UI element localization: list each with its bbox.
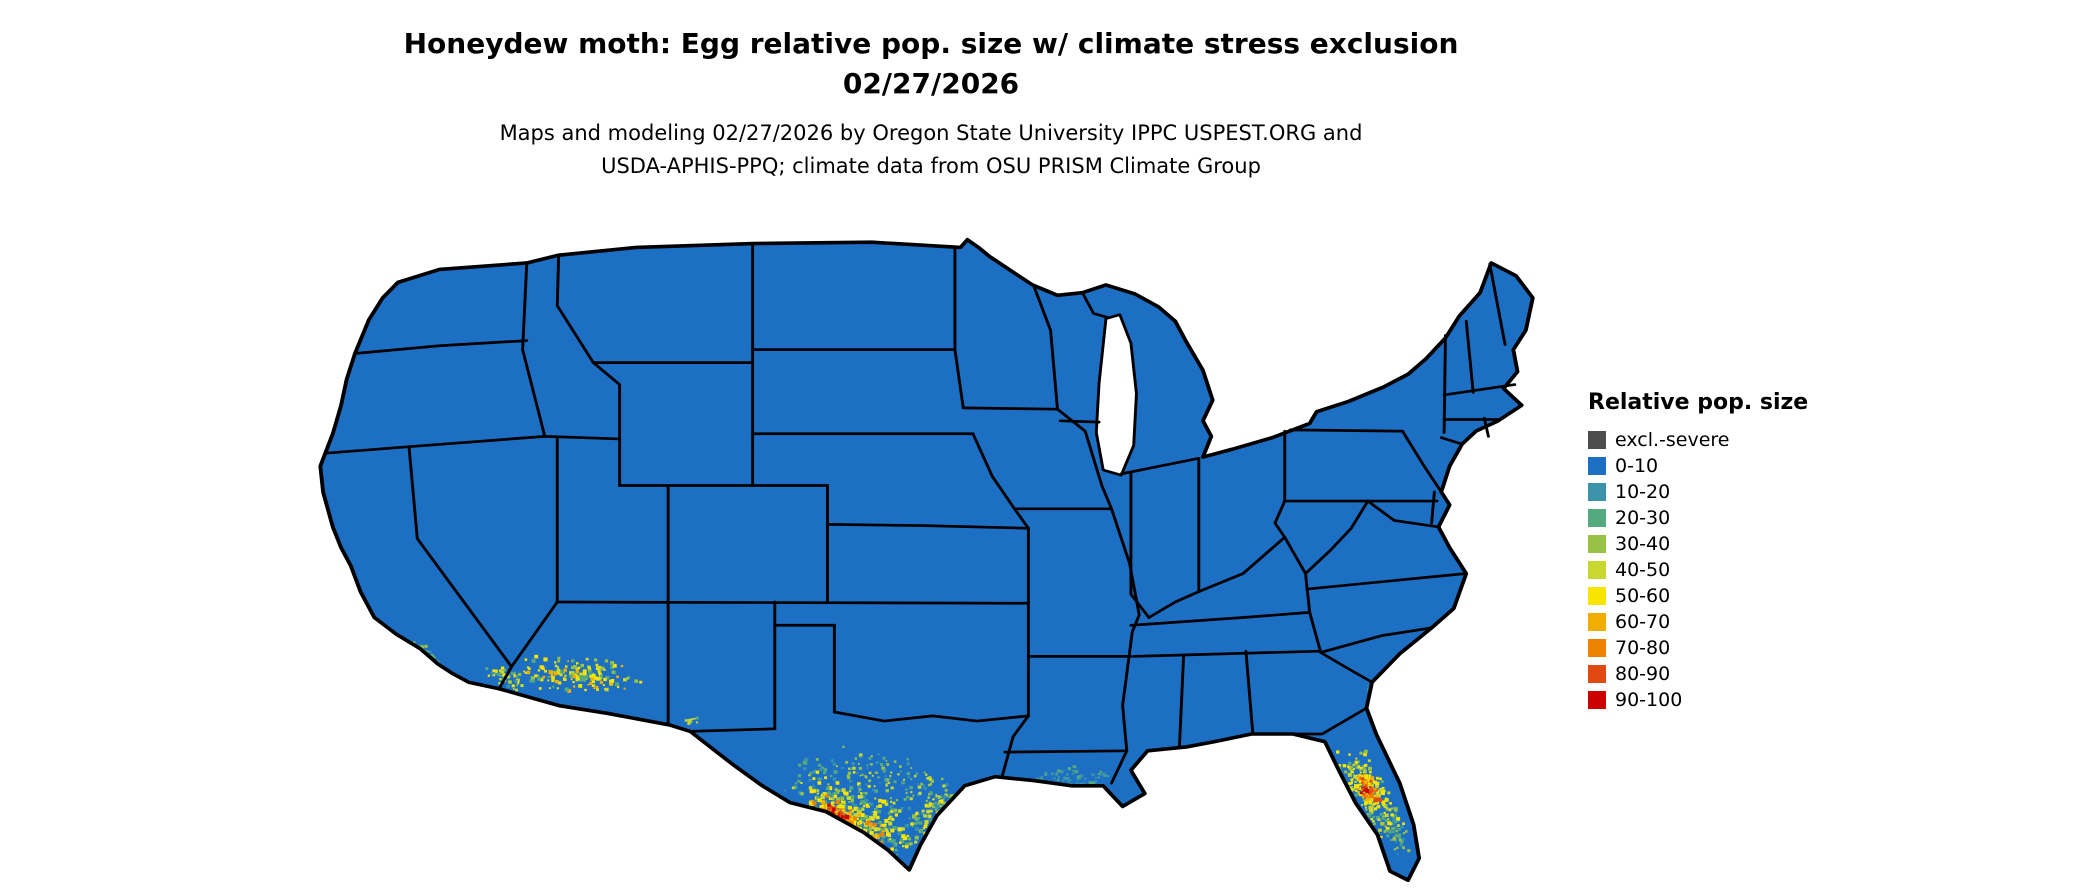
- legend-item: 70-80: [1588, 635, 1808, 661]
- legend-items: excl.-severe 0-10 10-20 20-30 30-40 40-50 50-6…: [1588, 427, 1808, 713]
- legend-item-label: 80-90: [1615, 663, 1671, 685]
- us-map-svg: [318, 237, 1535, 883]
- legend-item: 10-20: [1588, 479, 1808, 505]
- legend-swatch: [1588, 509, 1606, 527]
- legend-item-label: 60-70: [1615, 611, 1671, 633]
- legend-item: excl.-severe: [1588, 427, 1808, 453]
- legend-swatch: [1588, 457, 1606, 475]
- subtitle-line2: USDA-APHIS-PPQ; climate data from OSU PR…: [601, 154, 1261, 178]
- legend-item: 0-10: [1588, 453, 1808, 479]
- legend-item-label: 20-30: [1615, 507, 1671, 529]
- legend-swatch: [1588, 639, 1606, 657]
- legend-swatch: [1588, 613, 1606, 631]
- legend-item: 60-70: [1588, 609, 1808, 635]
- page-title-line1: Honeydew moth: Egg relative pop. size w/…: [403, 27, 1459, 60]
- legend-swatch: [1588, 535, 1606, 553]
- legend-item-label: 50-60: [1615, 585, 1671, 607]
- legend-item-label: 0-10: [1615, 455, 1659, 477]
- legend-item-label: 90-100: [1615, 689, 1683, 711]
- lake-michigan: [1094, 313, 1138, 477]
- legend-swatch: [1588, 691, 1606, 709]
- legend-item: 80-90: [1588, 661, 1808, 687]
- legend-item: 30-40: [1588, 531, 1808, 557]
- page-title-line2: 02/27/2026: [842, 67, 1020, 100]
- legend-swatch: [1588, 431, 1606, 449]
- legend-swatch: [1588, 561, 1606, 579]
- legend-item-label: 10-20: [1615, 481, 1671, 503]
- legend-item-label: 40-50: [1615, 559, 1671, 581]
- legend-swatch: [1588, 483, 1606, 501]
- legend-item: 50-60: [1588, 583, 1808, 609]
- legend-item-label: excl.-severe: [1615, 429, 1730, 451]
- title-block: Honeydew moth: Egg relative pop. size w/…: [311, 24, 1551, 183]
- legend-title: Relative pop. size: [1588, 390, 1809, 415]
- legend-swatch: [1588, 665, 1606, 683]
- legend-item: 20-30: [1588, 505, 1808, 531]
- legend-swatch: [1588, 587, 1606, 605]
- legend-item-label: 70-80: [1615, 637, 1671, 659]
- subtitle-line1: Maps and modeling 02/27/2026 by Oregon S…: [499, 121, 1363, 145]
- legend-item-label: 30-40: [1615, 533, 1671, 555]
- legend-item: 40-50: [1588, 557, 1808, 583]
- map-legend: Relative pop. size excl.-severe 0-10 10-20…: [1588, 390, 1808, 713]
- state-borders: [324, 242, 1517, 785]
- legend-item: 90-100: [1588, 687, 1808, 713]
- us-map: [312, 228, 1548, 888]
